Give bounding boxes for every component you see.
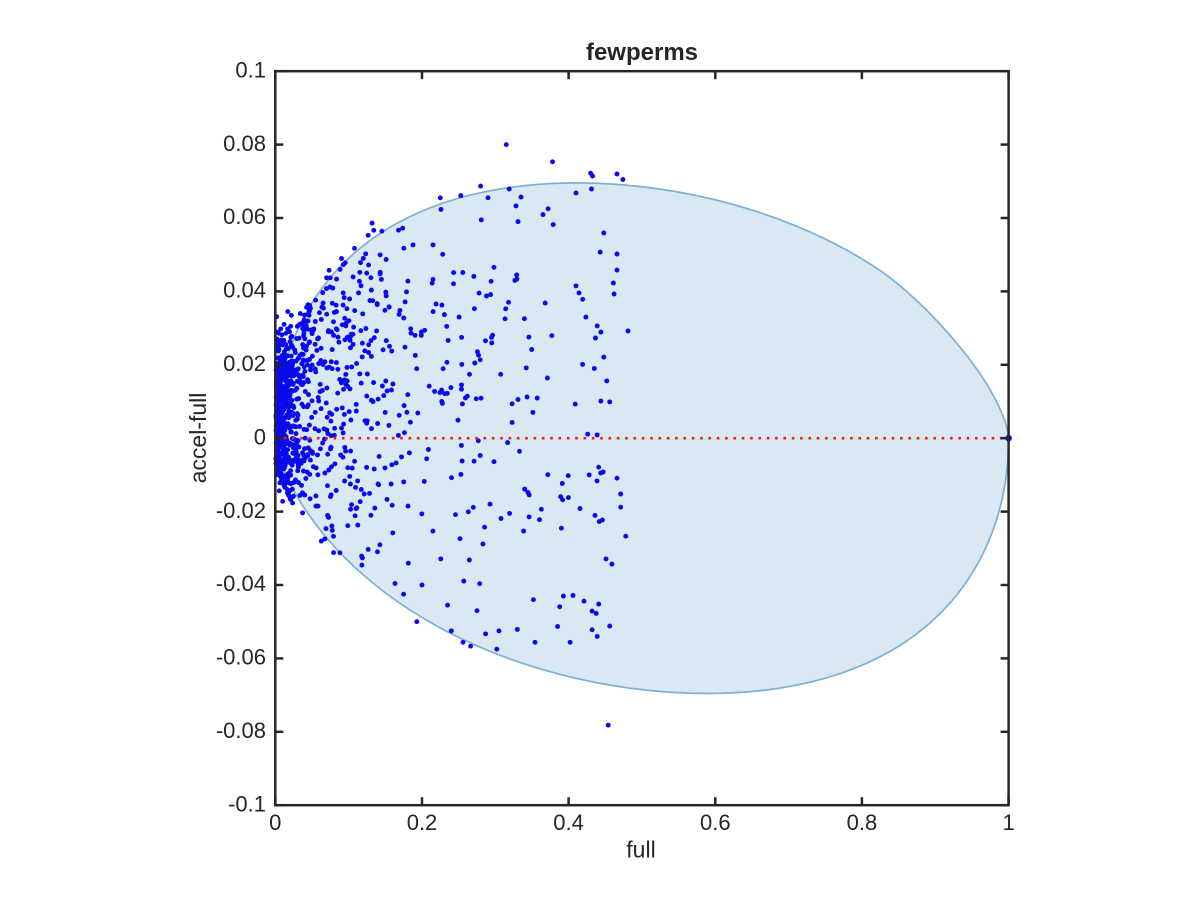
- svg-text:1: 1: [1002, 810, 1014, 835]
- svg-text:0.8: 0.8: [847, 810, 878, 835]
- svg-text:0.04: 0.04: [223, 278, 266, 303]
- svg-text:-0.1: -0.1: [228, 791, 266, 816]
- svg-text:-0.04: -0.04: [216, 571, 266, 596]
- svg-text:0.02: 0.02: [223, 351, 266, 376]
- svg-text:-0.02: -0.02: [216, 498, 266, 523]
- svg-text:0.6: 0.6: [700, 810, 731, 835]
- svg-text:0.2: 0.2: [407, 810, 438, 835]
- svg-text:-0.08: -0.08: [216, 718, 266, 743]
- svg-text:0.08: 0.08: [223, 131, 266, 156]
- svg-text:0.4: 0.4: [553, 810, 584, 835]
- svg-text:-0.06: -0.06: [216, 645, 266, 670]
- svg-text:accel-full: accel-full: [185, 393, 211, 484]
- svg-text:full: full: [626, 837, 655, 863]
- svg-text:0.1: 0.1: [235, 57, 266, 82]
- svg-text:0: 0: [269, 810, 281, 835]
- svg-text:fewperms: fewperms: [586, 39, 698, 66]
- svg-text:0: 0: [254, 424, 266, 449]
- svg-text:0.06: 0.06: [223, 204, 266, 229]
